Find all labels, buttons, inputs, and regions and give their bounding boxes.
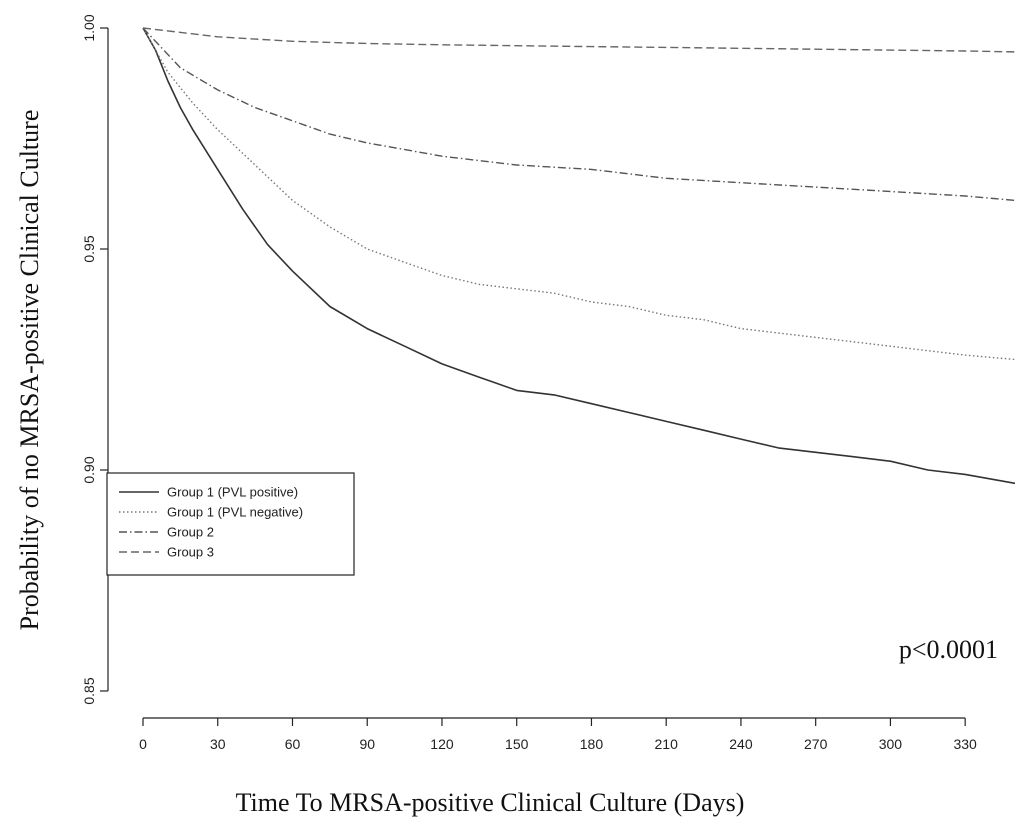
p-value-annotation: p<0.0001: [899, 635, 998, 664]
series-line-1: [142, 27, 1015, 485]
x-tick-label: 120: [430, 736, 454, 752]
x-tick-label: 330: [953, 736, 977, 752]
legend-label-4: Group 3: [167, 545, 214, 560]
y-axis-title: Probability of no MRSA-positive Clinical…: [15, 110, 44, 631]
series-line-3: [142, 27, 1015, 202]
x-tick-label: 60: [285, 736, 301, 752]
series-line-4: [142, 27, 1015, 53]
y-tick-label: 1.00: [81, 14, 97, 41]
legend-label-2: Group 1 (PVL negative): [167, 505, 303, 520]
x-tick-label: 270: [804, 736, 828, 752]
x-axis-title: Time To MRSA-positive Clinical Culture (…: [236, 788, 745, 817]
series-line-2: [142, 27, 1015, 361]
legend-box: [106, 472, 355, 576]
y-tick-label: 0.95: [81, 235, 97, 262]
x-tick-label: 90: [359, 736, 375, 752]
series-lines: [142, 27, 1015, 485]
x-tick-label: 30: [210, 736, 226, 752]
y-tick-label: 0.90: [81, 456, 97, 483]
legend-label-1: Group 1 (PVL positive): [167, 485, 298, 500]
x-tick-label: 300: [879, 736, 903, 752]
y-tick-label: 0.85: [81, 677, 97, 704]
x-tick-label: 150: [505, 736, 529, 752]
x-tick-label: 180: [580, 736, 604, 752]
legend-label-3: Group 2: [167, 525, 214, 540]
legend: Group 1 (PVL positive) Group 1 (PVL negat…: [106, 472, 355, 576]
x-tick-label: 0: [139, 736, 147, 752]
axes: 0 30 60 90 120 150 180 210 240 270 300 330 0.85 0.90 0…: [81, 14, 977, 752]
x-tick-label: 210: [655, 736, 679, 752]
x-tick-label: 240: [729, 736, 753, 752]
